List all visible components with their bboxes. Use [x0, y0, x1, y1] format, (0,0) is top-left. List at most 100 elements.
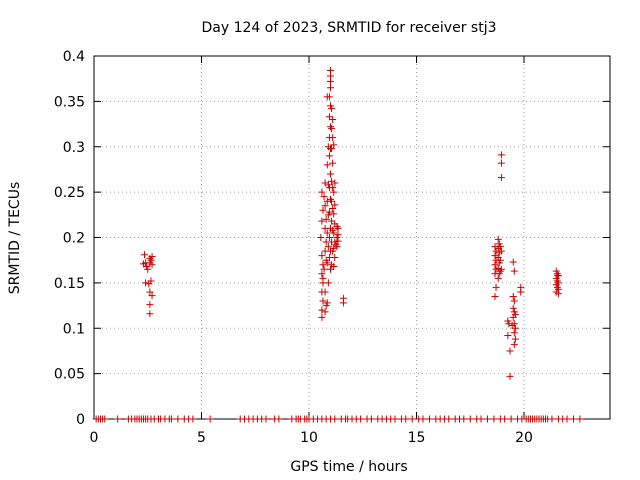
data-point	[319, 206, 327, 214]
data-point	[327, 195, 334, 203]
data-point	[328, 125, 336, 133]
data-point	[391, 415, 399, 423]
data-point	[320, 265, 328, 273]
data-point	[367, 415, 375, 423]
data-point	[494, 235, 502, 243]
y-tick-label: 0.1	[63, 321, 85, 337]
grid-lines	[94, 56, 610, 419]
data-point	[445, 415, 453, 423]
data-point	[328, 105, 336, 113]
data-point	[318, 252, 326, 260]
data-point	[339, 299, 347, 307]
data-point	[206, 415, 214, 423]
data-point	[321, 202, 329, 210]
x-tick-label: 0	[90, 430, 99, 446]
data-point	[548, 415, 556, 423]
data-points	[92, 67, 584, 423]
data-point	[425, 415, 433, 423]
y-tick-label: 0.35	[54, 94, 85, 110]
data-point	[146, 288, 154, 296]
data-point	[324, 279, 332, 287]
data-point	[510, 320, 518, 328]
data-point	[334, 224, 342, 232]
data-point	[324, 243, 332, 251]
y-axis-label: SRMTID / TECUs	[7, 182, 23, 295]
x-tick-label: 5	[197, 430, 206, 446]
data-point	[492, 283, 500, 291]
data-point	[483, 415, 491, 423]
x-axis: 0 5 10 15 20	[90, 56, 533, 446]
data-point	[497, 159, 505, 167]
data-point	[509, 292, 517, 300]
data-point	[147, 277, 155, 285]
data-point	[327, 84, 334, 92]
x-tick-label: 15	[408, 430, 426, 446]
data-point	[497, 151, 505, 159]
data-point	[509, 258, 517, 266]
data-point	[507, 415, 515, 423]
data-point	[553, 272, 561, 280]
data-point	[330, 244, 338, 252]
data-point	[323, 161, 331, 169]
data-point	[328, 197, 336, 205]
data-point	[142, 279, 150, 287]
data-point	[497, 265, 505, 273]
data-point	[494, 274, 502, 282]
data-point	[319, 297, 327, 305]
data-point	[477, 415, 485, 423]
data-point	[327, 77, 334, 85]
data-point	[357, 415, 365, 423]
data-point	[504, 332, 512, 340]
y-tick-label: 0.15	[54, 276, 85, 292]
y-axis: 0 0.05 0.1 0.15 0.2 0.25 0.3 0.35 0.4	[54, 49, 610, 428]
data-point	[554, 290, 562, 298]
data-point	[460, 415, 468, 423]
data-point	[318, 306, 326, 314]
data-point	[319, 274, 327, 282]
data-point	[491, 261, 499, 269]
data-point	[491, 252, 499, 260]
data-point	[327, 123, 334, 131]
data-point	[321, 179, 329, 187]
data-point	[330, 229, 338, 237]
data-point	[325, 208, 333, 216]
data-point	[325, 234, 333, 241]
data-point	[318, 270, 326, 278]
data-point	[419, 415, 427, 423]
data-point	[262, 415, 270, 423]
data-point	[331, 201, 339, 209]
data-point	[501, 415, 509, 423]
data-point	[402, 415, 410, 423]
data-point	[497, 247, 505, 255]
y-tick-label: 0.25	[54, 185, 85, 201]
data-point	[509, 304, 517, 312]
data-point	[328, 177, 336, 185]
data-point	[496, 256, 504, 264]
data-point	[319, 261, 327, 269]
y-tick-label: 0.3	[63, 140, 85, 156]
data-point	[333, 243, 341, 251]
data-point	[331, 179, 339, 187]
data-point	[511, 324, 519, 332]
data-point	[330, 188, 338, 196]
data-point	[325, 93, 333, 101]
data-point	[329, 159, 337, 167]
data-point	[506, 347, 514, 355]
data-point	[332, 241, 340, 249]
data-point	[321, 308, 329, 316]
data-point	[490, 415, 498, 423]
data-point	[327, 170, 334, 178]
data-point	[323, 299, 331, 307]
x-axis-label: GPS time / hours	[290, 459, 407, 475]
data-point	[317, 234, 325, 241]
data-point	[325, 152, 333, 160]
data-point	[563, 415, 571, 423]
data-point	[148, 292, 156, 300]
data-point	[101, 415, 109, 423]
data-point	[328, 145, 336, 153]
data-point	[174, 415, 182, 423]
data-point	[329, 184, 337, 192]
data-point	[334, 237, 342, 245]
data-point	[322, 215, 330, 223]
